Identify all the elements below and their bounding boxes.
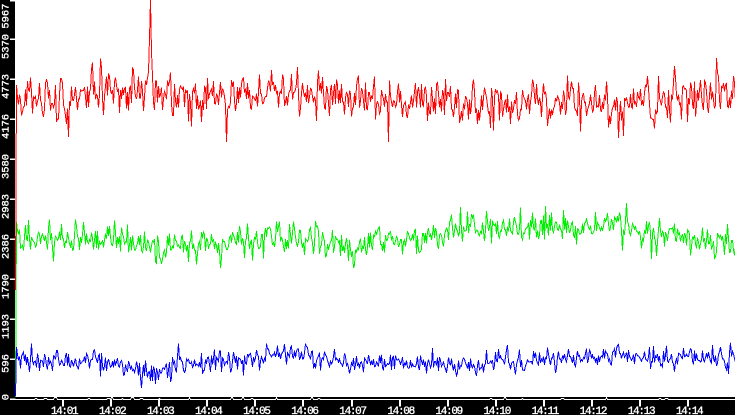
svg-text:4176: 4176 <box>1 114 13 139</box>
svg-text:1790: 1790 <box>1 274 13 299</box>
svg-text:14:05: 14:05 <box>243 406 270 415</box>
svg-text:14:08: 14:08 <box>387 406 414 415</box>
svg-text:596: 596 <box>1 354 13 373</box>
svg-text:4773: 4773 <box>1 74 13 99</box>
svg-text:1193: 1193 <box>1 314 13 339</box>
svg-text:5370: 5370 <box>1 34 13 59</box>
svg-text:0: 0 <box>1 394 13 400</box>
svg-text:14:04: 14:04 <box>195 406 223 415</box>
svg-text:2386: 2386 <box>1 234 13 259</box>
svg-text:14:02: 14:02 <box>99 406 126 415</box>
svg-text:14:01: 14:01 <box>51 406 79 415</box>
svg-text:2983: 2983 <box>1 194 13 219</box>
svg-text:14:06: 14:06 <box>291 406 318 415</box>
svg-text:14:11: 14:11 <box>532 406 560 415</box>
svg-text:14:13: 14:13 <box>628 406 655 415</box>
svg-text:3580: 3580 <box>1 154 13 179</box>
svg-text:14:09: 14:09 <box>435 406 462 415</box>
svg-text:14:12: 14:12 <box>580 406 607 415</box>
svg-text:5967: 5967 <box>1 4 13 29</box>
svg-text:14:10: 14:10 <box>484 406 511 415</box>
svg-text:14:07: 14:07 <box>339 406 366 415</box>
svg-text:14:03: 14:03 <box>147 406 174 415</box>
svg-text:14:14: 14:14 <box>676 406 704 415</box>
